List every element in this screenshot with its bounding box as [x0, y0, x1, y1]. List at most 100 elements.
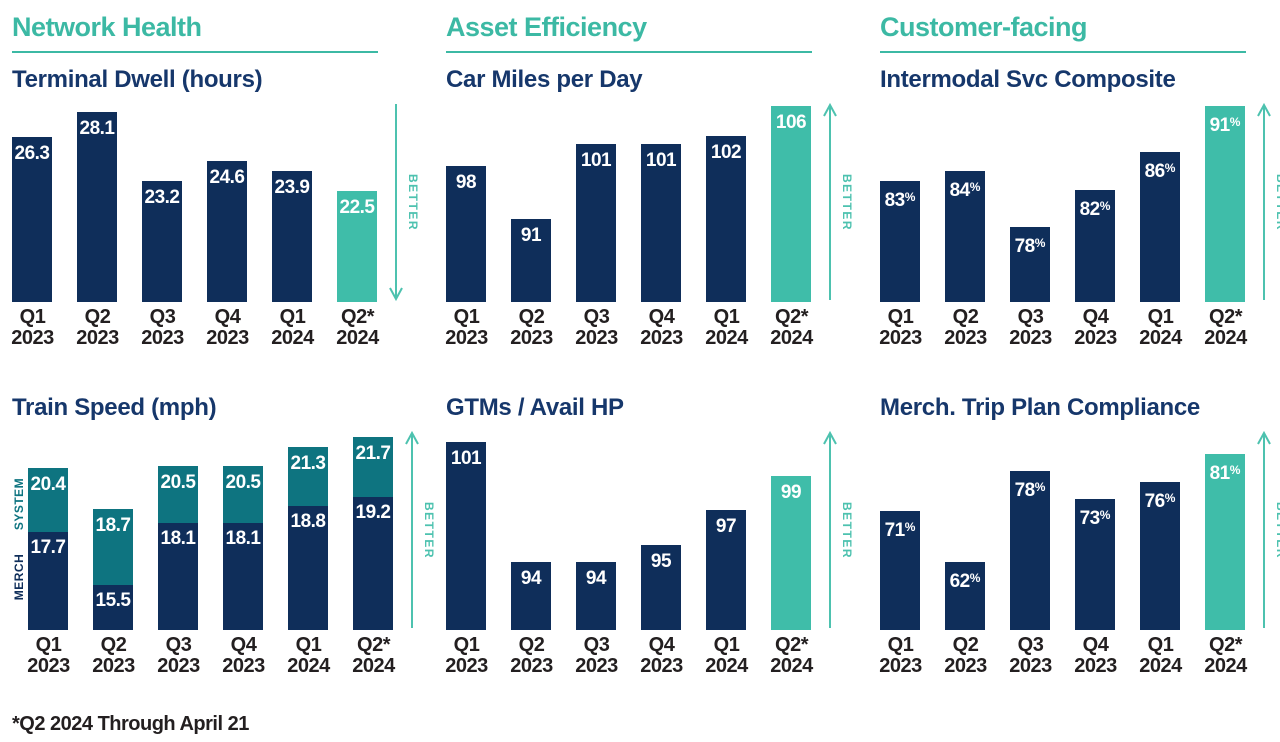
percent-sign: %: [1034, 236, 1046, 250]
x-tick-label-q4-2023: Q4 2023: [206, 306, 249, 349]
bar-value-label: 62%: [949, 571, 981, 592]
better-label: BETTER: [422, 501, 436, 559]
bar-value-label: 26.3: [14, 143, 50, 164]
merch-segment: 18.1: [158, 523, 198, 630]
bar-value-label: 83%: [884, 190, 916, 211]
plot-area: 26.3 28.1 23.2 24.6 23.9 22.5 BETTER: [12, 102, 420, 302]
bar-q2-2024: 21.7 19.2: [353, 437, 393, 630]
chart-car-miles-per-day: Car Miles per Day 98 91 101 101 102 106 BETTE…: [445, 67, 854, 349]
bar-value-label: 76%: [1144, 491, 1176, 512]
chart-intermodal-svc-composite: Intermodal Svc Composite 83% 84% 78% 82% 86%…: [879, 67, 1280, 349]
system-value-label: 18.7: [95, 515, 131, 536]
x-tick-label-q2-2024: Q2* 2024: [770, 634, 813, 677]
bar-q1-2024: 21.3 18.8: [288, 447, 328, 630]
chart-title: Train Speed (mph): [12, 394, 217, 421]
x-tick-label-q3-2023: Q3 2023: [1009, 634, 1052, 677]
bar-value-label: 81%: [1209, 463, 1241, 484]
bar-value-label: 78%: [1014, 236, 1046, 257]
bar-value-label: 84%: [949, 180, 981, 201]
merch-value-label: 19.2: [355, 502, 391, 523]
x-tick-label-q1-2023: Q1 2023: [445, 634, 488, 677]
x-tick-label-q3-2023: Q3 2023: [575, 306, 618, 349]
percent-sign: %: [1164, 491, 1176, 505]
footnote: *Q2 2024 Through April 21: [12, 713, 249, 735]
bar-value-label: 22.5: [339, 197, 375, 218]
x-tick-label-q1-2023: Q1 2023: [445, 306, 488, 349]
bar-q2-2024: 106: [771, 106, 811, 302]
bar-q2-2023: 62%: [945, 562, 985, 630]
bar-q4-2023: 24.6: [207, 161, 247, 302]
bar-value-label: 98: [455, 172, 477, 193]
x-tick-label-q3-2023: Q3 2023: [157, 634, 200, 677]
bar-value-label: 23.2: [144, 187, 180, 208]
bar-q1-2024: 97: [706, 510, 746, 630]
bar-q4-2023: 95: [641, 545, 681, 630]
bar-q3-2023: 94: [576, 562, 616, 630]
bar-q2-2023: 94: [511, 562, 551, 630]
x-tick-label-q1-2024: Q1 2024: [1139, 306, 1182, 349]
bar-q1-2023: 71%: [880, 511, 920, 630]
chart-title: Merch. Trip Plan Compliance: [880, 394, 1200, 421]
bar-q3-2023: 101: [576, 144, 616, 302]
system-value-label: 21.3: [290, 453, 326, 474]
bar-q1-2024: 102: [706, 136, 746, 302]
x-tick-label-q1-2024: Q1 2024: [271, 306, 314, 349]
x-tick-label-q1-2024: Q1 2024: [705, 634, 748, 677]
bar-q1-2023: 20.4 17.7: [28, 468, 68, 630]
merch-value-label: 17.7: [30, 537, 66, 558]
percent-sign: %: [1229, 463, 1241, 477]
bar-q1-2023: 83%: [880, 181, 920, 302]
bar-value-label: 94: [520, 568, 542, 589]
merch-segment: 17.7: [28, 532, 68, 630]
bar-q2-2024: 91%: [1205, 106, 1245, 302]
bar-q4-2023: 82%: [1075, 190, 1115, 302]
system-value-label: 20.5: [225, 472, 261, 493]
merch-segment: 15.5: [93, 585, 133, 630]
x-tick-label-q3-2023: Q3 2023: [575, 634, 618, 677]
better-label: BETTER: [1274, 501, 1280, 559]
chart-terminal-dwell: Terminal Dwell (hours) 26.3 28.1 23.2 24.6 2…: [11, 67, 420, 349]
percent-sign: %: [1034, 480, 1046, 494]
chart-merch-trip-plan-compliance: Merch. Trip Plan Compliance 71% 62% 78% 73%…: [879, 394, 1280, 677]
bar-q1-2024: 76%: [1140, 482, 1180, 630]
bars-group: 101 94 94 95 97 99: [446, 430, 811, 630]
system-value-label: 20.4: [30, 474, 66, 495]
x-axis-labels: Q1 2023 Q2 2023 Q3 2023 Q4 2023 Q1 2024 Q2* 2024: [868, 635, 1280, 677]
bar-q1-2023: 101: [446, 442, 486, 630]
x-tick-label-q1-2023: Q1 2023: [879, 306, 922, 349]
better-label: BETTER: [406, 173, 420, 231]
better-label: BETTER: [840, 173, 854, 231]
bar-value-label: 71%: [884, 520, 916, 541]
x-axis-labels: Q1 2023 Q2 2023 Q3 2023 Q4 2023 Q1 2024 Q2* 2024: [0, 307, 412, 349]
section-underline: [446, 51, 812, 53]
bar-q2-2023: 91: [511, 219, 551, 302]
x-tick-label-q2-2023: Q2 2023: [510, 306, 553, 349]
x-axis-labels: Q1 2023 Q2 2023 Q3 2023 Q4 2023 Q1 2024 Q2* 2024: [434, 635, 846, 677]
bars-group: 20.4 17.7 18.7 15.5 20.5 18.1 20.5 18.1 21.3 18.8…: [28, 430, 393, 630]
y-axis-label-system: SYSTEM: [12, 477, 26, 531]
section-title: Customer-facing: [880, 12, 1088, 42]
percent-sign: %: [1164, 161, 1176, 175]
x-tick-label-q2-2024: Q2* 2024: [352, 634, 395, 677]
chart-train-speed: Train Speed (mph) SYSTEM MERCH 20.4 17.7 1…: [12, 394, 436, 677]
bar-q2-2024: 22.5: [337, 191, 377, 302]
merch-value-label: 18.8: [290, 511, 326, 532]
merch-segment: 18.1: [223, 523, 263, 630]
section-title: Network Health: [12, 12, 202, 42]
merch-segment: 18.8: [288, 506, 328, 630]
bar-q1-2023: 26.3: [12, 137, 52, 302]
better-arrow-up-icon: [823, 430, 837, 628]
chart-gtms-avail-hp: GTMs / Avail HP 101 94 94 95 97 99 BETTER Q1 2…: [445, 395, 854, 677]
bar-q3-2023: 20.5 18.1: [158, 466, 198, 630]
bar-value-label: 73%: [1079, 508, 1111, 529]
better-indicator: BETTER: [1256, 102, 1280, 302]
bar-value-label: 78%: [1014, 480, 1046, 501]
better-arrow-up-icon: [1257, 430, 1271, 628]
better-indicator: BETTER: [822, 102, 854, 302]
better-label: BETTER: [840, 501, 854, 559]
bar-q2-2023: 28.1: [77, 112, 117, 302]
percent-sign: %: [1099, 508, 1111, 522]
bar-q1-2023: 98: [446, 166, 486, 302]
section-header-customer-facing: Customer-facing: [880, 12, 1280, 53]
plot-area: 71% 62% 78% 73% 76% 81% BETTER: [880, 430, 1280, 630]
